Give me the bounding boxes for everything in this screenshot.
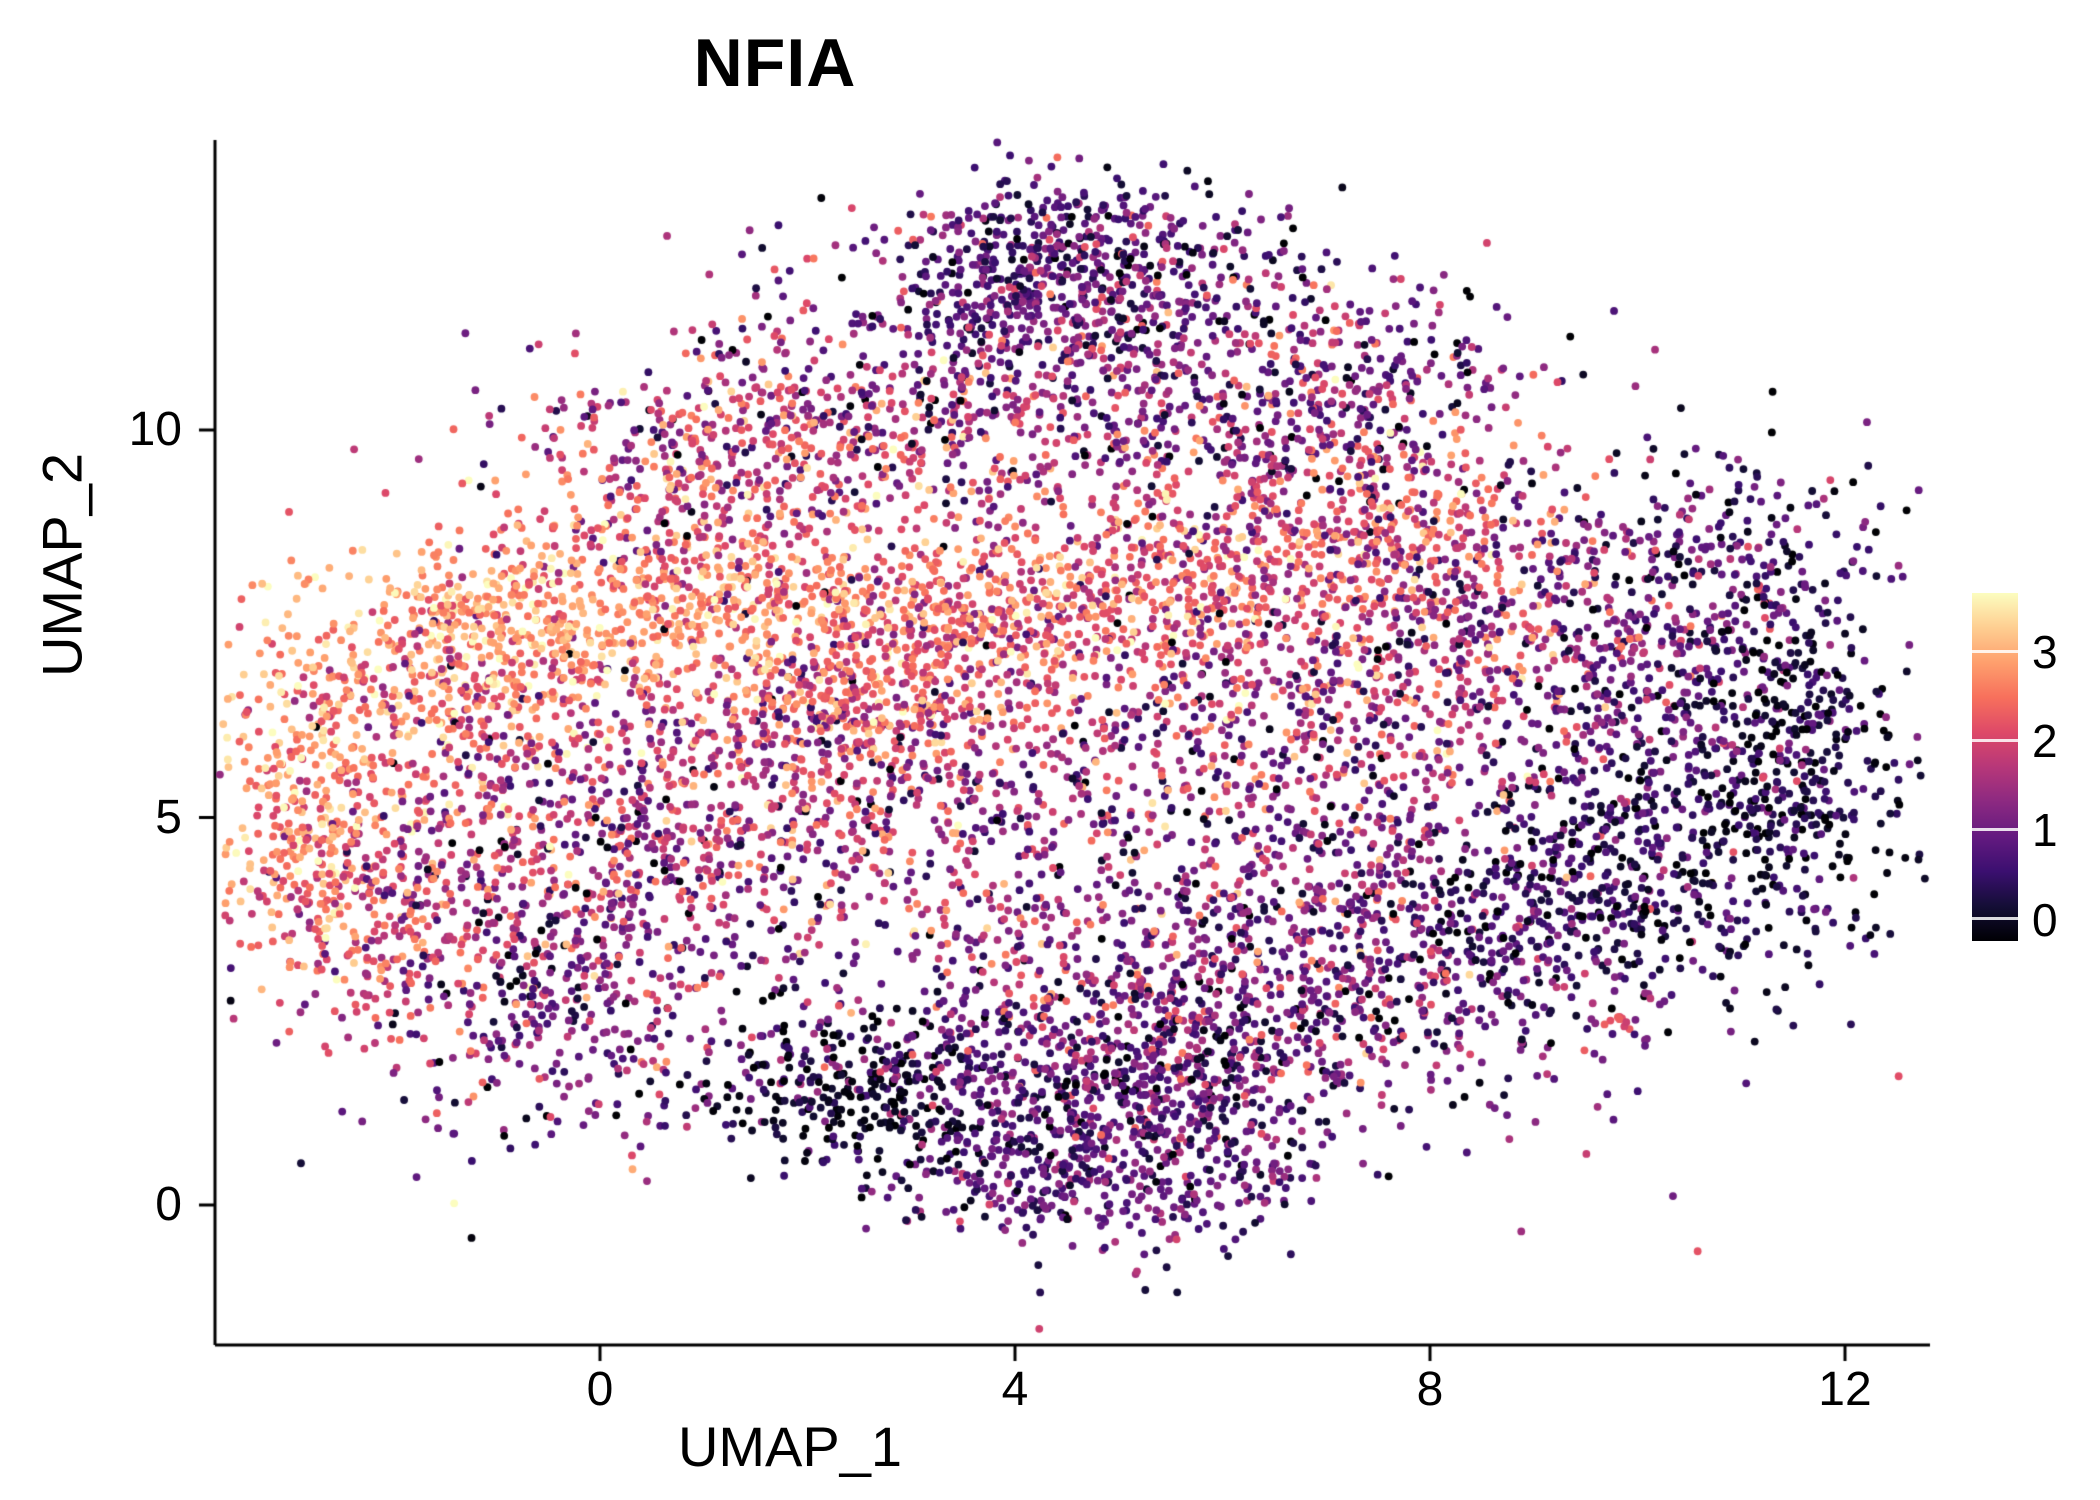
y-tick-label: 0 <box>155 1178 182 1231</box>
colorbar-tick-mark <box>1972 738 2018 742</box>
colorbar-tick-label: 1 <box>2032 804 2058 857</box>
x-tick-label: 4 <box>1001 1363 1029 1416</box>
colorbar-tick-label: 0 <box>2032 893 2058 946</box>
x-tick-label: 12 <box>1818 1363 1872 1416</box>
colorbar-tick-mark <box>1972 649 2018 653</box>
y-axis-label: UMAP_2 <box>30 452 94 678</box>
plot-title: NFIA <box>693 25 857 101</box>
colorbar-tick-label: 2 <box>2032 715 2058 768</box>
colorbar-tick-mark <box>1972 827 2018 831</box>
colorbar-tick-label: 3 <box>2032 626 2058 678</box>
y-tick-label: 5 <box>155 790 182 844</box>
colorbar-tick-mark <box>1972 917 2018 921</box>
y-tick-label: 10 <box>128 403 182 456</box>
x-tick-label: 0 <box>586 1363 614 1416</box>
x-axis-label: UMAP_1 <box>677 1415 903 1478</box>
x-tick-label: 8 <box>1416 1363 1444 1416</box>
colorbar-gradient <box>1972 593 2018 941</box>
